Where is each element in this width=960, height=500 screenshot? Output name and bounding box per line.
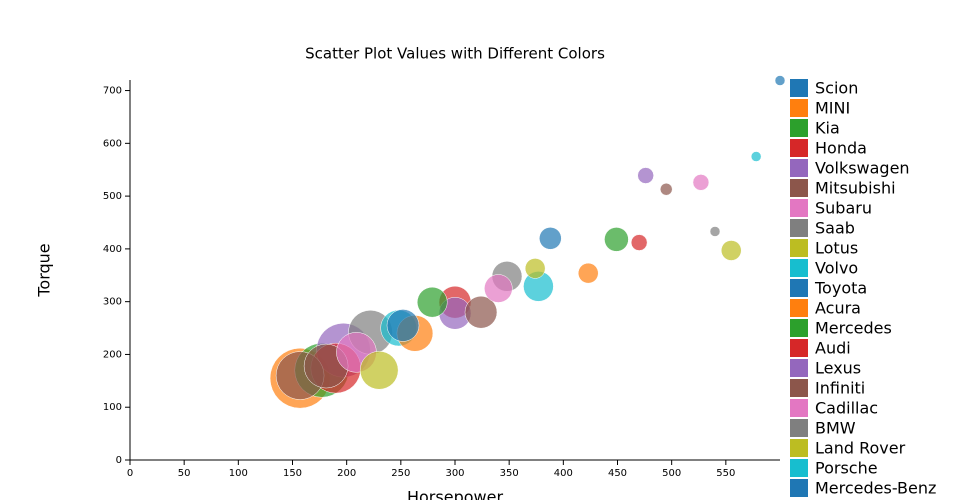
legend-label: Volkswagen (815, 159, 910, 178)
legend-label: MINI (815, 99, 850, 118)
legend-label: Honda (815, 139, 867, 158)
legend-label: Lotus (815, 239, 858, 258)
x-tick-label: 500 (662, 468, 681, 479)
bubble (359, 351, 399, 390)
y-tick-label: 400 (103, 244, 122, 255)
legend-label: Saab (815, 219, 855, 238)
legend-label: Land Rover (815, 439, 906, 458)
legend-swatch (790, 159, 808, 177)
bubble (604, 227, 629, 252)
legend-swatch (790, 239, 808, 257)
bubble (721, 240, 742, 261)
legend-swatch (790, 399, 808, 417)
bubble (484, 274, 513, 303)
legend-swatch (790, 139, 808, 157)
x-tick-label: 50 (178, 468, 191, 479)
legend-label: Toyota (814, 279, 867, 298)
legend-swatch (790, 259, 808, 277)
x-tick-label: 550 (716, 468, 735, 479)
chart-title: Scatter Plot Values with Different Color… (305, 45, 605, 63)
bubble (386, 309, 420, 342)
legend-swatch (790, 439, 808, 457)
legend-swatch (790, 319, 808, 337)
bubble (539, 227, 562, 250)
legend-label: Scion (815, 79, 858, 98)
y-tick-label: 700 (103, 86, 122, 97)
bubble (660, 183, 673, 196)
x-tick-label: 350 (500, 468, 519, 479)
x-tick-label: 150 (283, 468, 302, 479)
y-tick-label: 0 (116, 455, 122, 466)
bubble (417, 286, 448, 318)
legend-label: Infiniti (815, 379, 865, 398)
bubble (692, 174, 710, 191)
y-tick-label: 100 (103, 402, 122, 413)
legend-swatch (790, 119, 808, 137)
bubble (709, 226, 721, 237)
legend-label: Acura (815, 299, 861, 318)
legend-label: Mercedes-Benz (815, 479, 936, 498)
x-tick-label: 200 (337, 468, 356, 479)
legend-swatch (790, 179, 808, 197)
legend-swatch (790, 339, 808, 357)
x-axis-label: Horsepower (407, 488, 503, 500)
x-tick-label: 400 (554, 468, 573, 479)
y-tick-label: 300 (103, 297, 122, 308)
legend-swatch (790, 419, 808, 437)
x-tick-label: 450 (608, 468, 627, 479)
bubble (578, 262, 599, 284)
legend-label: Cadillac (815, 399, 878, 418)
legend-swatch (790, 219, 808, 237)
legend-swatch (790, 359, 808, 377)
bubble (637, 167, 654, 184)
legend-swatch (790, 279, 808, 297)
legend-label: Subaru (815, 199, 872, 218)
bubble (524, 258, 546, 279)
legend-swatch (790, 299, 808, 317)
legend-label: Volvo (815, 259, 858, 278)
legend-label: Audi (815, 339, 851, 358)
legend-swatch (790, 199, 808, 217)
legend-swatch (790, 99, 808, 117)
bubble (464, 295, 498, 329)
y-axis-label: Torque (35, 243, 54, 297)
legend-label: BMW (815, 419, 856, 438)
legend-label: Mitsubishi (815, 179, 896, 198)
legend-swatch (790, 459, 808, 477)
x-tick-label: 250 (391, 468, 410, 479)
x-tick-label: 0 (127, 468, 133, 479)
x-tick-label: 100 (229, 468, 248, 479)
legend-swatch (790, 479, 808, 497)
y-tick-label: 600 (103, 138, 122, 149)
y-tick-label: 500 (103, 191, 122, 202)
legend-swatch (790, 379, 808, 397)
legend-label: Kia (815, 119, 840, 138)
legend-swatch (790, 79, 808, 97)
bubble (774, 75, 786, 86)
bubble (750, 151, 762, 162)
bubble (630, 234, 648, 251)
legend-label: Lexus (815, 359, 861, 378)
legend-label: Porsche (815, 459, 878, 478)
y-tick-label: 200 (103, 349, 122, 360)
x-tick-label: 300 (445, 468, 464, 479)
legend-label: Mercedes (815, 319, 892, 338)
